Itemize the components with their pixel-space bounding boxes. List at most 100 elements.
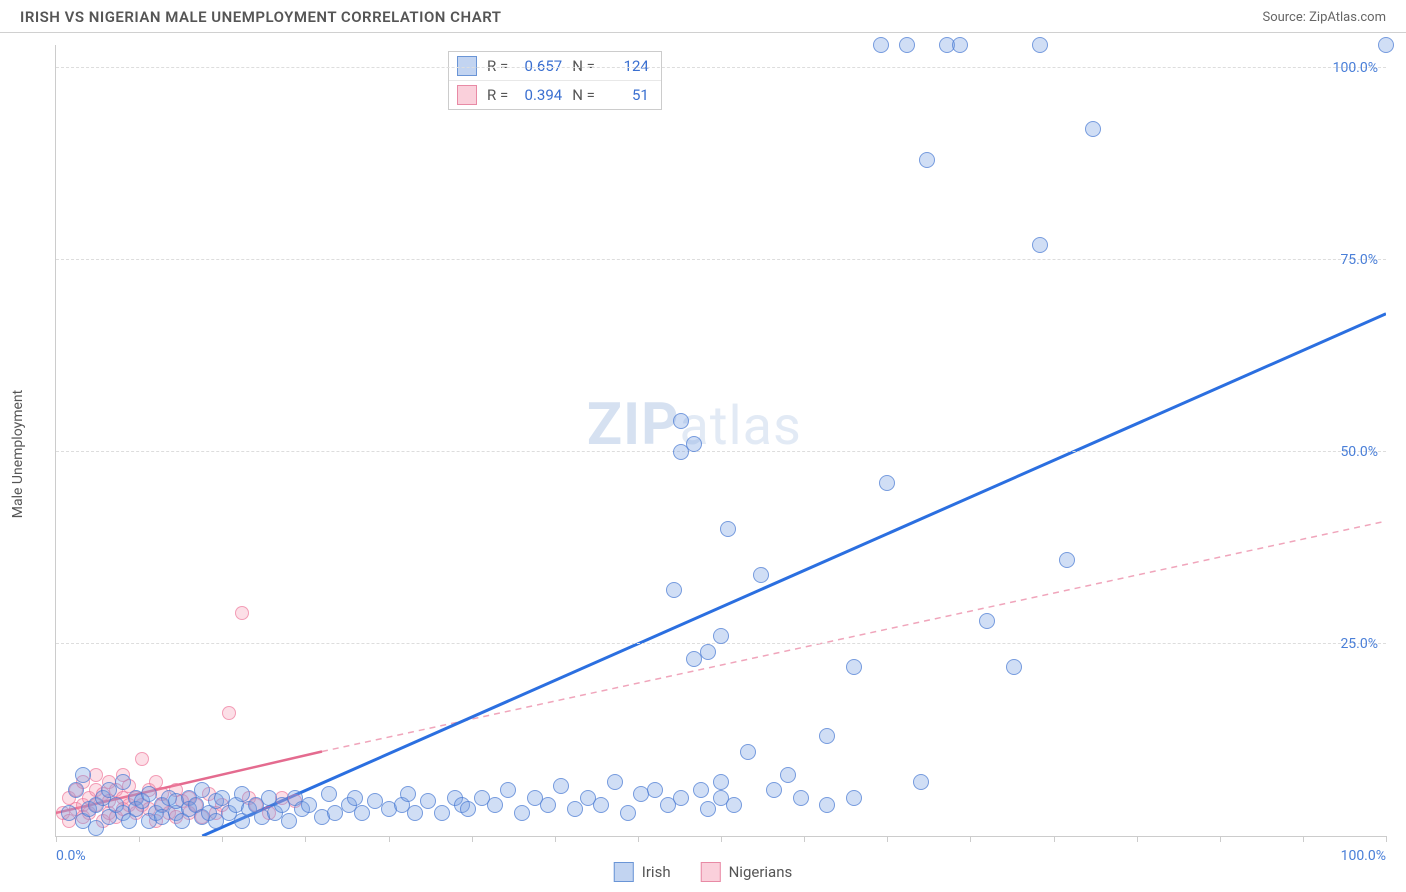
scatter-point [75,767,91,783]
scatter-point [793,790,809,806]
scatter-point [234,786,250,802]
x-tick [555,836,556,842]
x-tick [305,836,306,842]
x-tick [389,836,390,842]
scatter-point [500,782,516,798]
trend-lines [56,45,1386,836]
x-tick [139,836,140,842]
scatter-point [919,152,935,168]
legend-label-nigerians: Nigerians [729,863,793,881]
scatter-point [693,782,709,798]
x-tick [970,836,971,842]
scatter-point [88,820,104,836]
scatter-point [873,37,889,53]
scatter-point [979,613,995,629]
scatter-point [354,805,370,821]
stats-legend-box: R = 0.657 N = 124 R = 0.394 N = 51 [448,51,662,110]
scatter-point [899,37,915,53]
scatter-point [607,774,623,790]
scatter-point [1059,552,1075,568]
x-axis-end-label: 100.0% [1341,848,1386,864]
legend-bottom: Irish Nigerians [614,862,792,882]
scatter-point [321,786,337,802]
scatter-point [673,790,689,806]
scatter-point [1378,37,1394,53]
scatter-point [846,790,862,806]
scatter-point [913,774,929,790]
scatter-point [567,801,583,817]
y-tick-label: 100.0% [1333,60,1378,76]
x-tick [1303,836,1304,842]
source-attribution: Source: ZipAtlas.com [1262,10,1386,25]
x-tick [887,836,888,842]
x-tick [1386,836,1387,842]
scatter-point [726,797,742,813]
scatter-point [700,801,716,817]
n-value-nigerians: 51 [605,86,649,104]
scatter-point [1085,121,1101,137]
scatter-point [487,797,503,813]
chart-container: ZIPatlas R = 0.657 N = 124 R = 0.394 N =… [55,45,1386,837]
scatter-point [235,606,249,620]
scatter-point [673,413,689,429]
scatter-point [141,786,157,802]
chart-header: IRISH VS NIGERIAN MALE UNEMPLOYMENT CORR… [0,0,1406,33]
y-tick-label: 25.0% [1340,636,1378,652]
scatter-point [400,786,416,802]
scatter-point [514,805,530,821]
scatter-point [434,805,450,821]
plot-area: ZIPatlas R = 0.657 N = 124 R = 0.394 N =… [55,45,1386,837]
x-tick [1220,836,1221,842]
scatter-point [89,768,103,782]
scatter-point [879,475,895,491]
r-label: R = [487,57,508,75]
n-label: N = [572,57,595,75]
x-tick [56,836,57,842]
gridline [56,451,1386,452]
x-axis-start-label: 0.0% [56,848,86,864]
chart-title: IRISH VS NIGERIAN MALE UNEMPLOYMENT CORR… [20,8,502,26]
scatter-point [460,801,476,817]
swatch-irish [457,56,477,76]
scatter-point [846,659,862,675]
watermark-bold: ZIP [587,391,680,459]
gridline [56,259,1386,260]
scatter-point [753,567,769,583]
n-label: N = [572,86,595,104]
legend-item-irish: Irish [614,862,671,882]
scatter-point [1006,659,1022,675]
scatter-point [194,782,210,798]
scatter-point [713,774,729,790]
scatter-point [819,728,835,744]
stats-row-irish: R = 0.657 N = 124 [449,52,661,80]
scatter-point [700,644,716,660]
x-tick [804,836,805,842]
scatter-point [553,778,569,794]
scatter-point [301,797,317,813]
scatter-point [819,797,835,813]
n-value-irish: 124 [605,57,649,75]
scatter-point [407,805,423,821]
r-label: R = [487,86,508,104]
scatter-point [740,744,756,760]
scatter-point [666,582,682,598]
scatter-point [1032,237,1048,253]
y-tick-label: 50.0% [1340,444,1378,460]
gridline [56,67,1386,68]
y-axis-label: Male Unemployment [10,390,26,518]
source-label: Source: [1262,10,1309,25]
scatter-point [766,782,782,798]
x-tick [1137,836,1138,842]
scatter-point [1032,37,1048,53]
y-tick-label: 75.0% [1340,252,1378,268]
scatter-point [540,797,556,813]
source-name: ZipAtlas.com [1309,10,1386,25]
x-tick [721,836,722,842]
scatter-point [135,752,149,766]
scatter-point [686,436,702,452]
scatter-point [115,774,131,790]
legend-swatch-irish [614,862,634,882]
x-tick [472,836,473,842]
x-tick [638,836,639,842]
legend-label-irish: Irish [642,863,671,881]
